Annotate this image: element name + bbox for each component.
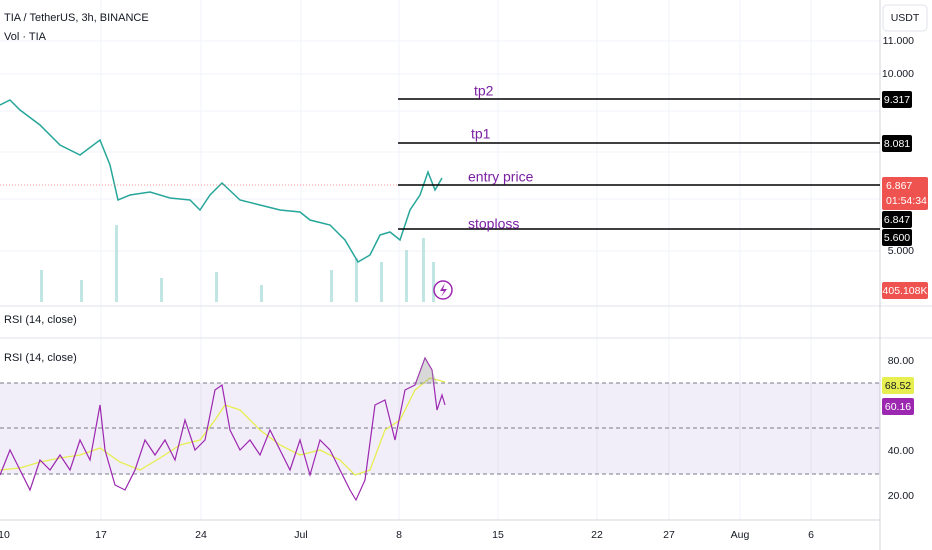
badge — [882, 211, 912, 228]
badge-text: 60.16 — [885, 401, 911, 413]
rsi-tick: 40.00 — [888, 445, 914, 457]
time-tick: Jul — [294, 529, 307, 541]
level-label: entry price — [468, 169, 534, 185]
badge-text: 68.52 — [885, 380, 911, 392]
time-tick: 6 — [808, 529, 814, 541]
badge-text: 8.081 — [884, 138, 910, 150]
badge-text: 405.108K — [883, 285, 928, 297]
rsi-band — [0, 383, 880, 474]
rsi-overbought-fill — [415, 358, 437, 385]
badge-text: 01:54:34 — [886, 195, 927, 207]
grid — [0, 0, 880, 520]
time-tick: 8 — [396, 529, 402, 541]
badge-text: 6.867 — [886, 180, 912, 192]
rsi-line — [0, 356, 446, 502]
time-tick: 22 — [591, 529, 603, 541]
badge — [882, 135, 912, 152]
badge — [882, 91, 912, 108]
time-tick: Aug — [731, 529, 750, 541]
currency-label: USDT — [891, 12, 920, 24]
time-tick: 27 — [663, 529, 675, 541]
time-tick: 24 — [195, 529, 207, 541]
symbol-title: TIA / TetherUS, 3h, BINANCE — [4, 12, 149, 24]
rsi-tick: 80.00 — [888, 355, 914, 367]
badge-text: 5.600 — [884, 232, 910, 244]
level-label: tp1 — [471, 126, 491, 142]
price-series — [0, 99, 443, 264]
badge — [882, 398, 914, 415]
alert-icon-bolt — [440, 283, 447, 297]
price-tick: 10.000 — [882, 68, 914, 80]
rsi-ma — [0, 377, 446, 476]
pane-legend: RSI (14, close) — [4, 352, 77, 364]
level-label: tp2 — [474, 83, 494, 99]
price-tick: 11.000 — [883, 35, 914, 47]
badge — [882, 177, 928, 210]
badge-text: 6.847 — [884, 214, 910, 226]
badge — [882, 229, 912, 246]
level-label: stoploss — [468, 216, 519, 232]
pane-legend: RSI (14, close) — [4, 314, 77, 326]
price-tick: 5.000 — [888, 245, 914, 257]
badge — [882, 377, 914, 394]
volume-legend: Vol · TIA — [4, 31, 47, 43]
badge-text: 9.317 — [884, 94, 910, 106]
level-lines — [398, 98, 880, 230]
badge — [882, 282, 928, 299]
currency-button[interactable] — [882, 4, 928, 32]
time-tick: 10 — [0, 529, 10, 541]
rsi-tick: 20.00 — [888, 490, 914, 502]
time-tick: 17 — [95, 529, 107, 541]
time-tick: 15 — [492, 529, 504, 541]
volume-bars — [40, 225, 435, 302]
